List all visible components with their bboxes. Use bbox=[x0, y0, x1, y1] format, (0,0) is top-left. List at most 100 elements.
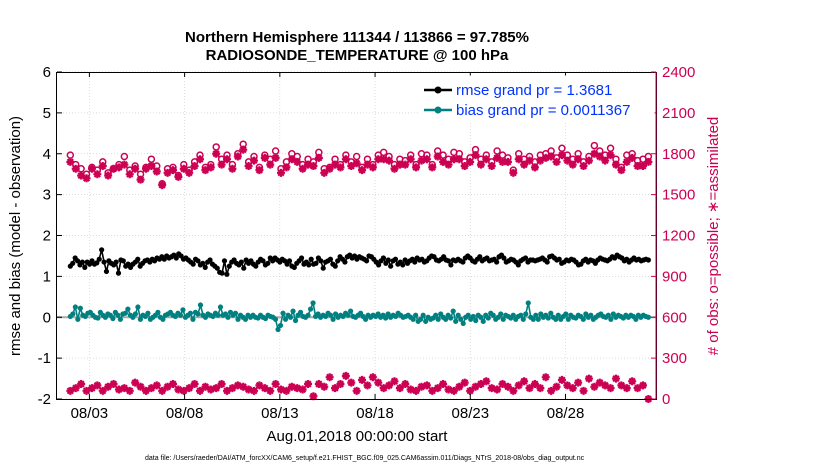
obs-count-point bbox=[141, 386, 150, 395]
rmse-point bbox=[224, 271, 230, 277]
bias-point bbox=[125, 306, 131, 312]
obs-assimilated-point bbox=[471, 151, 480, 160]
obs-count-point bbox=[136, 382, 145, 391]
obs-assimilated-point bbox=[179, 164, 188, 173]
obs-count-point bbox=[476, 380, 485, 389]
obs-assimilated-point bbox=[487, 162, 496, 171]
rmse-point bbox=[99, 247, 105, 253]
bias-point bbox=[305, 312, 311, 318]
bias-point bbox=[272, 316, 279, 322]
obs-assimilated-point bbox=[525, 156, 534, 165]
rmse-point bbox=[376, 262, 382, 268]
obs-count-point bbox=[514, 381, 523, 390]
bias-point bbox=[77, 305, 83, 311]
bias-point bbox=[117, 316, 123, 322]
obs-assimilated-point bbox=[401, 160, 410, 169]
obs-assimilated-point bbox=[385, 156, 394, 165]
obs-assimilated-point bbox=[341, 155, 350, 164]
obs-count-point bbox=[628, 377, 637, 386]
rmse-point bbox=[515, 262, 521, 268]
rmse-point bbox=[265, 260, 271, 266]
obs-count-point bbox=[109, 380, 118, 389]
obs-assimilated-point bbox=[309, 162, 318, 171]
obs-possible-point bbox=[66, 151, 75, 159]
obs-count-point bbox=[93, 381, 102, 390]
x-tick-label: 08/08 bbox=[166, 405, 204, 422]
rmse-series bbox=[67, 247, 651, 277]
obs-count-point bbox=[493, 385, 502, 394]
right-y-tick-label: 1800 bbox=[662, 146, 695, 163]
obs-assimilated-point bbox=[141, 164, 150, 173]
obs-assimilated-point bbox=[298, 164, 307, 173]
obs-count-point bbox=[590, 382, 599, 391]
rmse-point bbox=[195, 258, 201, 264]
obs-count-point bbox=[158, 386, 167, 395]
obs-count-point bbox=[439, 380, 448, 389]
bias-point bbox=[608, 316, 614, 322]
obs-assimilated-point bbox=[509, 168, 518, 177]
obs-assimilated-point bbox=[439, 157, 448, 166]
rmse-point bbox=[221, 258, 228, 264]
bias-point bbox=[292, 317, 299, 324]
bias-point bbox=[500, 316, 506, 322]
right-y-axis-label: # of obs: o=possible; ∗=assimilated bbox=[705, 117, 722, 356]
rmse-point bbox=[207, 257, 213, 263]
bias-point bbox=[225, 314, 231, 320]
legend: rmse grand pr = 1.3681 bias grand pr = 0… bbox=[419, 75, 655, 123]
obs-count-point bbox=[304, 380, 313, 389]
bias-point bbox=[155, 309, 161, 315]
left-y-tick-label: 4 bbox=[43, 146, 51, 163]
obs-count-point bbox=[233, 381, 242, 390]
bias-point bbox=[480, 318, 486, 324]
obs-assimilated-point bbox=[584, 156, 593, 165]
bias-point bbox=[523, 311, 529, 317]
rmse-point bbox=[241, 265, 247, 271]
obs-assimilated-point bbox=[557, 151, 566, 160]
obs-assimilated-point bbox=[638, 162, 647, 171]
bias-point bbox=[460, 320, 466, 326]
obs-assimilated-point bbox=[223, 155, 231, 164]
rmse-point bbox=[70, 260, 76, 266]
rmse-point bbox=[173, 255, 179, 261]
bias-point bbox=[420, 312, 426, 318]
obs-assimilated-point bbox=[293, 157, 302, 166]
obs-count-point bbox=[520, 377, 529, 386]
obs-count-point bbox=[336, 380, 345, 389]
obs-count-point bbox=[385, 381, 394, 390]
obs-assimilated-point bbox=[595, 152, 604, 161]
bias-point bbox=[297, 309, 304, 315]
obs-assimilated-point bbox=[228, 164, 237, 173]
rmse-point bbox=[226, 263, 232, 269]
obs-count-point bbox=[368, 373, 377, 382]
obs-assimilated-point bbox=[244, 162, 253, 171]
bias-point bbox=[287, 314, 294, 320]
obs-count-point bbox=[487, 384, 496, 393]
obs-count-point bbox=[395, 384, 404, 393]
obs-assimilated-point bbox=[120, 160, 129, 169]
bias-point bbox=[330, 316, 336, 322]
bias-point bbox=[280, 310, 286, 316]
left-y-axis: -2 -1 0 1 2 3 4 5 6 bbox=[38, 64, 62, 408]
obs-count-point bbox=[557, 375, 566, 384]
obs-possible-point bbox=[212, 143, 220, 151]
obs-assimilated-point bbox=[271, 153, 280, 162]
obs-assimilated-point bbox=[433, 152, 442, 161]
bias-point bbox=[307, 306, 314, 312]
right-y-tick-label: 2100 bbox=[662, 105, 695, 122]
obs-assimilated-point bbox=[195, 155, 204, 164]
obs-count-point bbox=[314, 380, 323, 389]
rmse-point bbox=[477, 254, 483, 260]
obs-count-point bbox=[379, 384, 388, 393]
bias-point bbox=[72, 304, 78, 310]
left-y-tick-label: 6 bbox=[43, 64, 51, 81]
obs-assimilated-point bbox=[104, 171, 113, 180]
bias-point bbox=[345, 312, 351, 318]
obs-assimilated-point bbox=[574, 155, 583, 164]
obs-assimilated-point bbox=[185, 168, 194, 177]
bias-point bbox=[633, 316, 639, 322]
obs-count-point bbox=[460, 378, 469, 387]
obs-assimilated-point bbox=[201, 166, 210, 175]
obs-count-point bbox=[244, 385, 253, 394]
obs-count-point bbox=[147, 384, 156, 393]
obs-count-point bbox=[444, 385, 453, 394]
